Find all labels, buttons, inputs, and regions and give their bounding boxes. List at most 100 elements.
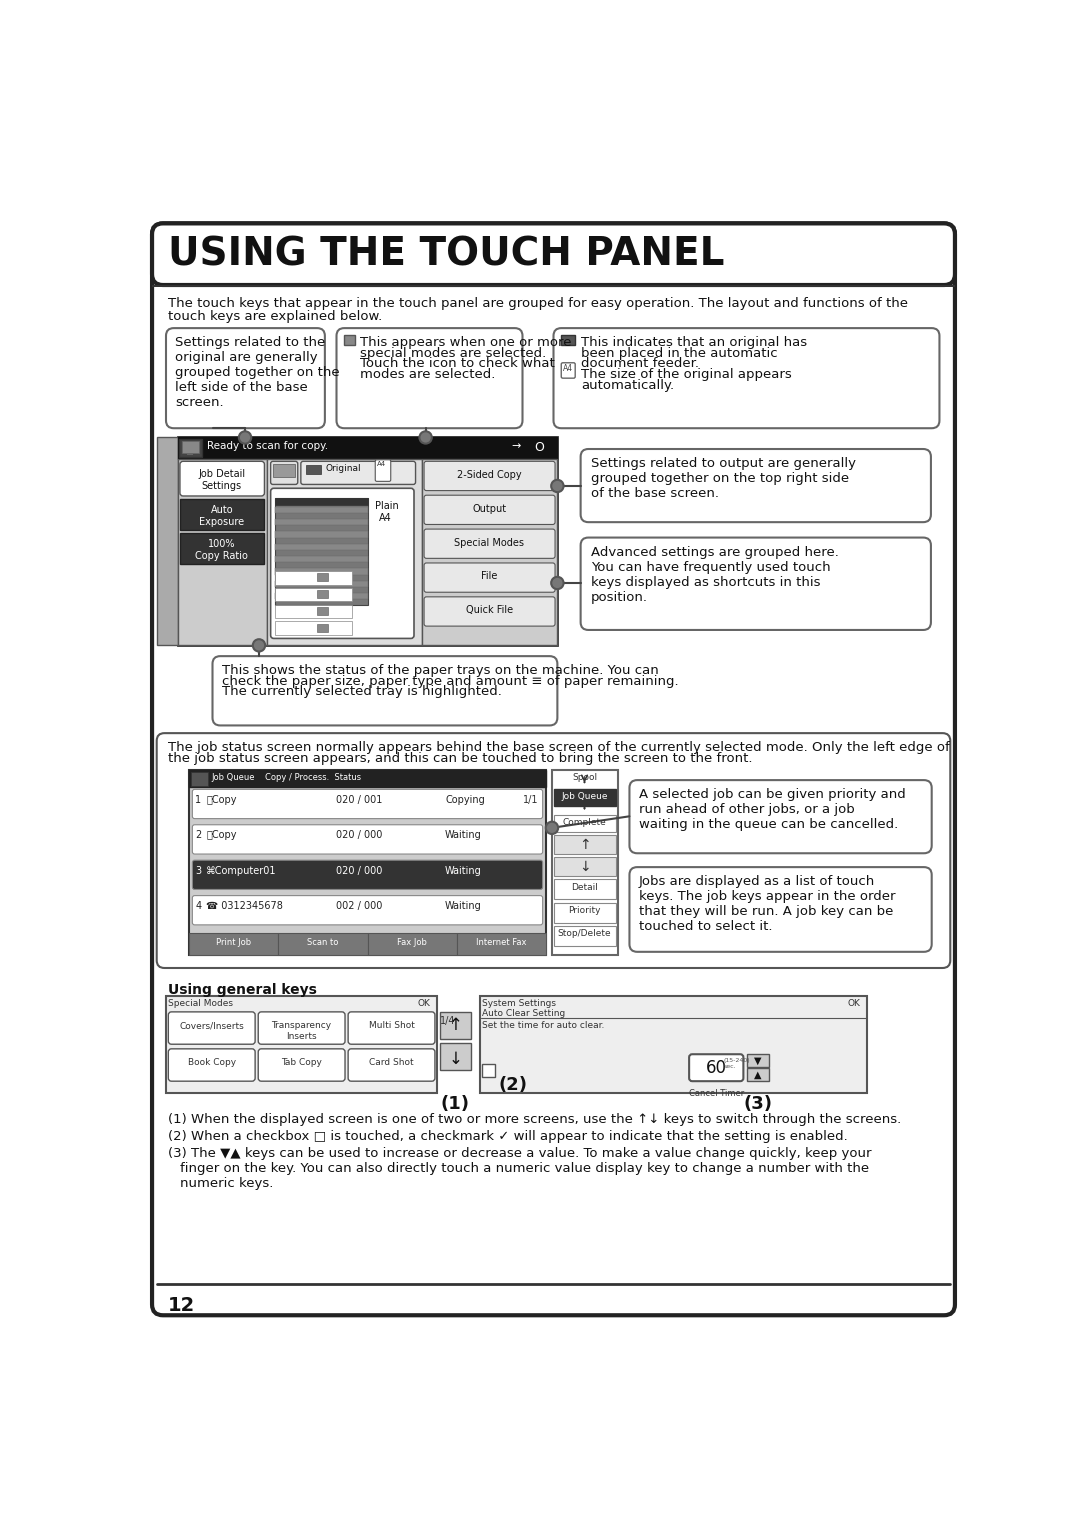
FancyBboxPatch shape [337,329,523,428]
Text: Job Queue    Copy / Process.  Status: Job Queue Copy / Process. Status [211,773,361,782]
Bar [440,1042,471,1070]
Text: (3) The ▼▲ keys can be used to increase or decrease a value. To make a value cha: (3) The ▼▲ keys can be used to increase … [167,1146,872,1160]
Bar [554,880,616,900]
Text: Priority: Priority [568,906,600,915]
Text: Job Detail
Settings: Job Detail Settings [199,469,245,490]
Bar [189,770,545,955]
Circle shape [253,639,266,651]
FancyBboxPatch shape [689,1054,743,1082]
FancyBboxPatch shape [192,790,542,819]
Bar [274,581,367,587]
Text: The touch keys that appear in the touch panel are grouped for easy operation. Th: The touch keys that appear in the touch … [167,298,907,310]
Text: 2-Sided Copy: 2-Sided Copy [457,469,522,480]
Text: Internet Fax: Internet Fax [475,938,526,947]
Text: Copying: Copying [445,795,485,805]
Text: File: File [481,571,498,582]
Bar [554,834,616,854]
Bar [274,498,367,506]
Bar [274,588,352,602]
Text: This indicates that an original has: This indicates that an original has [581,336,808,348]
FancyBboxPatch shape [168,1012,255,1044]
Text: 100%
Copy Ratio: 100% Copy Ratio [195,539,248,561]
Circle shape [551,480,564,492]
Bar [554,926,616,946]
Text: 12: 12 [167,1296,194,1316]
Text: System Settings: System Settings [482,999,556,1008]
FancyBboxPatch shape [157,733,950,969]
Text: 2.: 2. [278,590,285,597]
Text: Set the time for auto clear.: Set the time for auto clear. [482,1021,605,1030]
Bar [274,605,352,619]
Text: 002 / 000: 002 / 000 [337,902,383,911]
Text: This shows the status of the paper trays on the machine. You can: This shows the status of the paper trays… [221,663,659,677]
Text: Plain: Plain [375,501,399,512]
Bar [318,623,328,631]
FancyBboxPatch shape [271,489,414,639]
Text: ☎ 0312345678: ☎ 0312345678 [206,902,283,911]
Text: Job Queue: Job Queue [562,792,608,801]
Bar [554,814,616,831]
Text: Settings related to the
original are generally
grouped together on the
left side: Settings related to the original are gen… [175,336,340,410]
FancyBboxPatch shape [424,461,555,490]
FancyBboxPatch shape [581,449,931,523]
Bar [166,996,437,1093]
FancyBboxPatch shape [562,362,576,377]
Bar [152,286,955,287]
Bar [180,533,265,564]
Text: 60: 60 [706,1059,727,1077]
FancyBboxPatch shape [630,866,932,952]
FancyBboxPatch shape [348,1048,435,1082]
Text: (2): (2) [499,1076,528,1094]
Text: ⌘Computer01: ⌘Computer01 [206,865,276,876]
Text: 2: 2 [195,830,202,840]
Text: A4: A4 [288,571,299,581]
Text: A3: A3 [288,623,299,633]
Text: 1: 1 [195,795,202,805]
FancyBboxPatch shape [554,329,940,428]
Bar [273,463,295,477]
Circle shape [239,431,252,443]
Text: O: O [535,442,544,454]
Text: Tab Copy: Tab Copy [281,1057,322,1067]
Bar [274,593,367,599]
Text: check the paper size, paper type and amount ≡ of paper remaining.: check the paper size, paper type and amo… [221,675,678,688]
Text: →: → [511,442,521,451]
Text: A4: A4 [563,364,572,373]
Bar [189,770,545,787]
Bar [274,544,367,550]
Text: 1.: 1. [278,571,285,581]
Text: 020 / 000: 020 / 000 [337,865,383,876]
Text: Using general keys: Using general keys [167,983,316,996]
Text: automatically.: automatically. [581,379,675,393]
Bar [440,1012,471,1039]
FancyBboxPatch shape [424,597,555,626]
FancyBboxPatch shape [192,825,542,854]
Bar [274,532,367,538]
Bar [318,607,328,614]
Bar [482,1063,495,1077]
Bar [187,452,193,455]
Text: Auto
Exposure: Auto Exposure [199,506,244,527]
Text: Scan to: Scan to [307,938,338,947]
Bar [747,1054,769,1068]
FancyBboxPatch shape [258,1012,345,1044]
Bar [274,570,352,585]
Text: Transparency
Inserts: Transparency Inserts [271,1021,332,1041]
Text: The job status screen normally appears behind the base screen of the currently s: The job status screen normally appears b… [167,741,949,753]
Text: Spool: Spool [572,773,597,782]
Bar [274,520,367,526]
Text: 1/1: 1/1 [523,795,538,805]
Text: Waiting: Waiting [445,830,482,840]
Text: B4: B4 [288,607,299,616]
Bar [177,458,267,645]
Bar [552,770,618,955]
Text: 4.: 4. [278,623,285,633]
Text: 020 / 000: 020 / 000 [337,830,383,840]
Text: finger on the key. You can also directly touch a numeric value display key to ch: finger on the key. You can also directly… [180,1161,869,1175]
FancyBboxPatch shape [271,461,298,484]
Bar [274,568,367,575]
Bar [179,439,202,457]
Text: ▼: ▼ [754,1056,761,1065]
Bar [562,335,576,345]
Circle shape [419,431,432,443]
